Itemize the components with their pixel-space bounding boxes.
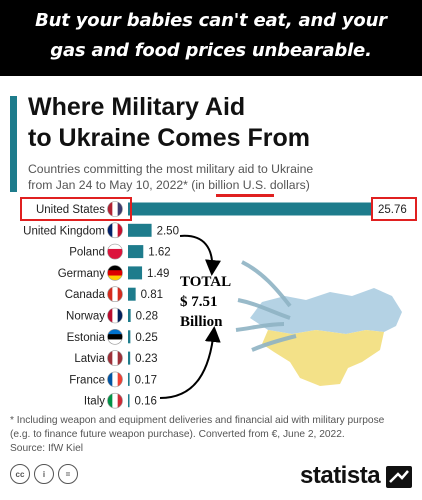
statista-logo[interactable]: statista	[300, 462, 381, 489]
value-label-united-kingdom: 2.50	[157, 225, 179, 237]
flag-icon-latvia	[107, 350, 123, 366]
bar-latvia	[128, 351, 131, 365]
flag-icon-norway	[107, 307, 123, 324]
bar-italy	[128, 394, 130, 408]
chart-title-line-2: to Ukraine Comes From	[28, 124, 311, 152]
ukraine-map	[250, 288, 402, 386]
license-icons: cc i =	[10, 464, 78, 484]
info-icon[interactable]: i	[34, 464, 54, 484]
bottom-annotation-arrow	[159, 326, 221, 399]
flag-icon-italy	[107, 392, 123, 409]
us-label-highlight-box	[20, 197, 132, 221]
statista-logo-mark	[386, 466, 412, 488]
value-label-norway: 0.28	[136, 311, 158, 323]
category-label-canada: Canada	[65, 289, 106, 301]
value-label-france: 0.17	[135, 374, 157, 386]
category-label-united-kingdom: United Kingdom	[23, 225, 105, 237]
category-label-latvia: Latvia	[74, 353, 105, 365]
bar-norway	[128, 309, 131, 322]
flag-icon-estonia	[107, 328, 123, 345]
chart-subtitle-line-2: from Jan 24 to May 10, 2022* (in billion…	[28, 178, 310, 192]
bar-france	[128, 372, 130, 386]
flag-icon-united-states	[107, 201, 123, 217]
value-label-estonia: 0.25	[135, 332, 157, 344]
flag-icon-germany	[107, 265, 123, 281]
total-annotation-line-3: Billion	[180, 314, 223, 330]
unit-highlight-underline	[216, 194, 274, 197]
bar-canada	[128, 287, 136, 301]
value-label-latvia: 0.23	[135, 353, 157, 365]
value-label-germany: 1.49	[147, 268, 169, 280]
bar-united-kingdom	[128, 223, 152, 237]
bar-united-states	[128, 202, 371, 216]
us-value-highlight-box	[371, 197, 417, 221]
total-annotation-line-1: TOTAL	[180, 274, 232, 290]
title-accent-bar	[10, 96, 17, 192]
flag-icon-france	[107, 371, 123, 388]
bars-layer: United States 25.76 United Kingdom 2.50 Pola…	[23, 201, 407, 409]
chart-title-line-1: Where Military Aid	[28, 93, 246, 121]
value-label-canada: 0.81	[141, 289, 163, 301]
category-label-france: France	[69, 374, 105, 386]
bar-germany	[128, 266, 143, 280]
category-label-italy: Italy	[84, 396, 105, 408]
total-annotation-line-2: $ 7.51	[180, 294, 218, 310]
top-annotation-arrow	[179, 234, 221, 276]
category-label-united-states: United States	[36, 204, 105, 216]
statista-mark-icon	[389, 470, 409, 483]
footnote-line-1: * Including weapon and equipment deliver…	[10, 415, 385, 426]
category-label-poland: Poland	[69, 247, 105, 259]
flag-icon-canada	[107, 286, 123, 303]
source-note: Source: IfW Kiel	[10, 443, 84, 454]
chart-subtitle-line-1: Countries committing the most military a…	[28, 162, 314, 176]
category-label-germany: Germany	[58, 268, 106, 280]
value-label-united-states: 25.76	[378, 204, 407, 216]
bar-estonia	[128, 330, 131, 344]
equals-icon[interactable]: =	[58, 464, 78, 484]
meme-banner: But your babies can't eat, and your gas …	[0, 0, 422, 76]
footnote-line-2: (e.g. to finance future weapon purchase)…	[10, 429, 345, 440]
bar-poland	[128, 245, 144, 259]
banner-line-1: But your babies can't eat, and your	[35, 10, 387, 31]
category-label-estonia: Estonia	[67, 332, 106, 344]
category-label-norway: Norway	[66, 311, 105, 323]
bar-chart: United States 25.76 United Kingdom 2.50 Pola…	[23, 201, 407, 409]
value-label-italy: 0.16	[135, 396, 157, 408]
value-label-poland: 1.62	[148, 247, 170, 259]
cc-icon[interactable]: cc	[10, 464, 30, 484]
flag-icon-poland	[107, 243, 123, 260]
flag-icon-united-kingdom	[107, 222, 123, 239]
flow-arrows	[235, 260, 297, 352]
banner-line-2: gas and food prices unbearable.	[50, 40, 372, 61]
